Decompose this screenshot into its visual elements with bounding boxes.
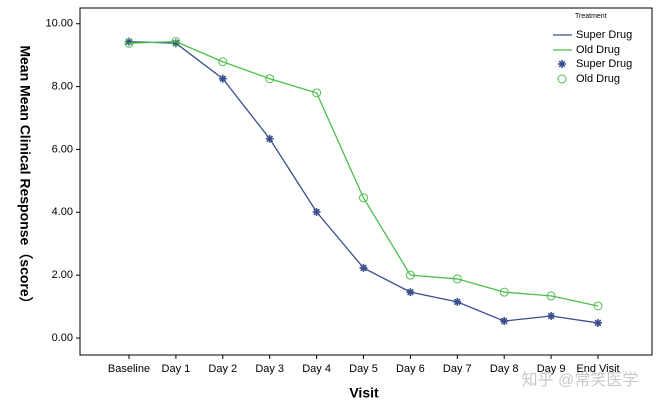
point — [406, 288, 415, 297]
point — [218, 74, 227, 83]
legend-label: Super Drug — [576, 58, 632, 70]
legend-marker — [558, 60, 566, 68]
x-tick-label: Day 2 — [208, 363, 237, 375]
point — [359, 263, 368, 272]
x-tick-label: Day 8 — [490, 363, 519, 375]
point — [265, 134, 274, 143]
legend-label: Super Drug — [576, 29, 632, 41]
point — [359, 193, 368, 203]
point — [171, 39, 180, 48]
y-tick-label: 4.00 — [52, 206, 73, 218]
x-tick-label: Day 5 — [349, 363, 378, 375]
point — [500, 317, 509, 326]
point — [594, 318, 602, 327]
x-tick-label: Day 4 — [302, 363, 331, 375]
legend-label: Old Drug — [576, 44, 620, 56]
legend-marker — [557, 74, 567, 84]
point — [124, 38, 134, 48]
x-tick-label: Day 6 — [396, 363, 425, 375]
y-tick-label: 8.00 — [52, 80, 73, 92]
point — [218, 57, 228, 67]
point — [546, 291, 556, 301]
x-axis-label: Visit — [349, 385, 379, 401]
y-tick-label: 0.00 — [52, 332, 73, 344]
point — [405, 270, 415, 280]
series-line — [128, 40, 599, 324]
y-axis-label: Mean Mean Clinical Response（score） — [17, 45, 33, 310]
point — [593, 301, 603, 311]
x-tick-label: Baseline — [108, 363, 150, 375]
point — [547, 312, 556, 321]
point — [171, 37, 181, 47]
x-tick-label: End Visit — [576, 363, 619, 375]
point — [125, 37, 133, 46]
x-tick-label: Day 9 — [537, 363, 566, 375]
point — [499, 287, 509, 297]
x-tick-label: Day 1 — [162, 363, 191, 375]
point — [312, 88, 322, 98]
point — [312, 207, 321, 216]
legend-title: Treatment — [575, 13, 607, 20]
point — [452, 274, 462, 284]
plot-frame — [79, 7, 653, 356]
point — [265, 74, 275, 84]
legend-label: Old Drug — [576, 73, 620, 85]
x-tick-label: Day 3 — [255, 363, 284, 375]
point — [453, 297, 462, 306]
x-tick-label: Day 7 — [443, 363, 472, 375]
y-tick-label: 10.00 — [45, 18, 73, 30]
watermark: 知乎 @常笑医学 — [522, 371, 639, 389]
y-tick-label: 2.00 — [52, 269, 73, 281]
y-tick-label: 6.00 — [52, 143, 73, 155]
series-line — [128, 40, 599, 307]
